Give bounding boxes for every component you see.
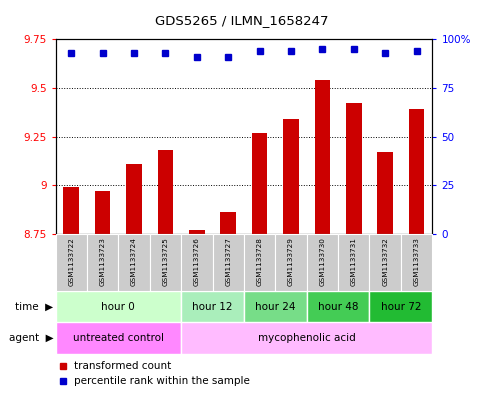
Bar <box>63 187 79 234</box>
Bar <box>377 152 393 234</box>
Text: hour 72: hour 72 <box>381 301 421 312</box>
Text: GSM1133726: GSM1133726 <box>194 237 200 286</box>
Text: GSM1133725: GSM1133725 <box>162 237 169 286</box>
Bar <box>275 234 307 291</box>
Bar <box>95 191 111 234</box>
Text: GSM1133727: GSM1133727 <box>225 237 231 286</box>
Bar <box>369 234 401 291</box>
Text: GSM1133732: GSM1133732 <box>382 237 388 286</box>
Text: time  ▶: time ▶ <box>15 301 53 312</box>
Bar <box>150 234 181 291</box>
Bar <box>157 150 173 234</box>
Text: hour 0: hour 0 <box>101 301 135 312</box>
Bar <box>181 322 432 354</box>
Text: GDS5265 / ILMN_1658247: GDS5265 / ILMN_1658247 <box>155 14 328 27</box>
Bar <box>213 234 244 291</box>
Bar <box>189 230 205 234</box>
Bar <box>126 164 142 234</box>
Text: GSM1133730: GSM1133730 <box>319 237 326 286</box>
Bar <box>244 291 307 322</box>
Bar <box>369 291 432 322</box>
Bar <box>283 119 299 234</box>
Text: hour 12: hour 12 <box>192 301 233 312</box>
Text: GSM1133724: GSM1133724 <box>131 237 137 286</box>
Bar <box>181 234 213 291</box>
Bar <box>409 109 425 234</box>
Text: agent  ▶: agent ▶ <box>9 333 53 343</box>
Bar <box>307 291 369 322</box>
Bar <box>220 213 236 234</box>
Bar <box>56 322 181 354</box>
Text: mycophenolic acid: mycophenolic acid <box>258 333 355 343</box>
Text: GSM1133722: GSM1133722 <box>68 237 74 286</box>
Text: GSM1133729: GSM1133729 <box>288 237 294 286</box>
Text: GSM1133731: GSM1133731 <box>351 237 357 286</box>
Text: GSM1133728: GSM1133728 <box>256 237 263 286</box>
Text: percentile rank within the sample: percentile rank within the sample <box>74 376 250 386</box>
Text: transformed count: transformed count <box>74 360 171 371</box>
Bar <box>181 291 244 322</box>
Bar <box>87 234 118 291</box>
Bar <box>56 234 87 291</box>
Bar <box>244 234 275 291</box>
Bar <box>401 234 432 291</box>
Text: untreated control: untreated control <box>73 333 164 343</box>
Bar <box>307 234 338 291</box>
Text: hour 48: hour 48 <box>318 301 358 312</box>
Bar <box>338 234 369 291</box>
Text: GSM1133733: GSM1133733 <box>413 237 420 286</box>
Bar <box>252 133 268 234</box>
Text: hour 24: hour 24 <box>255 301 296 312</box>
Bar <box>346 103 362 234</box>
Bar <box>118 234 150 291</box>
Bar <box>314 80 330 234</box>
Bar <box>56 291 181 322</box>
Text: GSM1133723: GSM1133723 <box>99 237 106 286</box>
